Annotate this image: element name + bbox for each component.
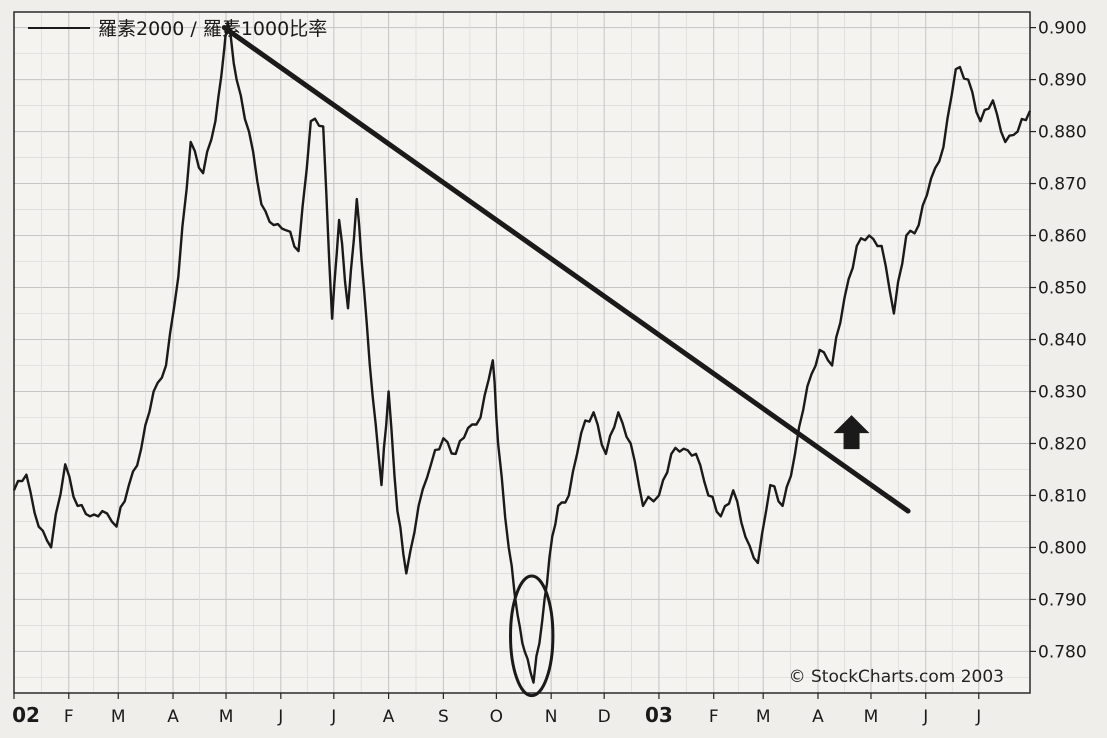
x-tick-label: 02 [12,703,40,727]
y-tick-label: 0.840 [1038,331,1087,351]
x-tick-label: M [756,707,771,727]
legend: 羅素2000 / 羅素1000比率 [28,18,327,40]
x-tick-label: J [277,707,283,727]
y-axis: 0.900 0.890 0.880 0.870 0.860 0.850 0.840 0.830… [1030,19,1087,662]
x-tick-label: S [438,707,449,727]
x-tick-label: A [167,707,179,727]
x-tick-label: D [598,707,611,727]
plot-frame [13,11,1031,694]
y-tick-label: 0.790 [1038,590,1087,610]
up-arrow-icon [833,415,870,450]
legend-label: 羅素2000 / 羅素1000比率 [98,18,327,40]
y-tick-label: 0.870 [1038,175,1087,195]
x-axis: 02 F M A M J J A S O N D 03 F M A M J J [12,693,981,727]
plot-area [14,12,1030,693]
x-tick-label: N [545,707,558,727]
x-tick-label: A [812,707,824,727]
y-tick-label: 0.820 [1038,434,1087,454]
y-tick-label: 0.860 [1038,227,1087,247]
x-tick-label: M [111,707,126,727]
x-tick-label: A [383,707,395,727]
y-tick-label: 0.880 [1038,123,1087,143]
y-tick-label: 0.850 [1038,279,1087,299]
bottom-circle [509,574,555,698]
x-tick-label: F [709,707,719,727]
trendline [221,25,911,514]
y-tick-label: 0.810 [1038,486,1087,506]
x-tick-label: J [975,707,981,727]
series-line [12,21,1032,684]
y-tick-label: 0.890 [1038,71,1087,91]
y-tick-label: 0.780 [1038,642,1087,662]
x-tick-label: 03 [645,703,673,727]
y-tick-label: 0.830 [1038,382,1087,402]
credit-text: © StockCharts.com 2003 [789,667,1004,687]
x-tick-label: O [490,707,503,727]
x-tick-label: M [219,707,234,727]
y-tick-label: 0.800 [1038,538,1087,558]
grid [13,12,1030,693]
x-tick-label: J [330,707,336,727]
x-tick-label: J [922,707,928,727]
x-tick-label: M [864,707,879,727]
x-tick-label: F [64,707,74,727]
y-tick-label: 0.900 [1038,19,1087,39]
